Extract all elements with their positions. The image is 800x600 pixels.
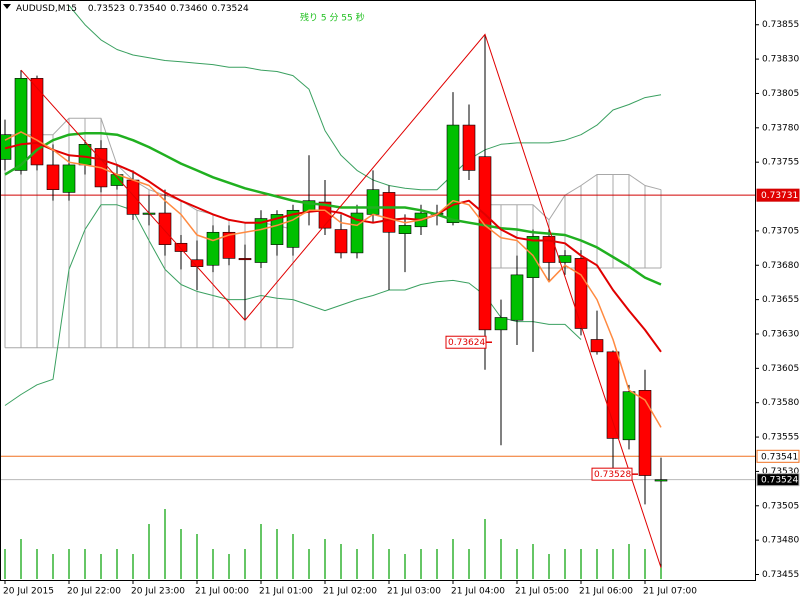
x-tick-label: 21 Jul 02:00	[323, 587, 377, 597]
x-tick-label: 21 Jul 03:00	[387, 587, 441, 597]
plot-frame	[0, 0, 756, 581]
x-tick-label: 21 Jul 01:00	[259, 587, 313, 597]
candle-body	[30, 78, 44, 166]
price-axis-box	[756, 188, 800, 202]
y-tick-label: 0.73780	[762, 123, 799, 133]
candle-body	[254, 218, 268, 263]
header: AUDUSD,M15 0.73523 0.73540 0.73460 0.73524	[16, 4, 249, 14]
candle-body	[462, 124, 476, 171]
candle-body	[398, 225, 412, 234]
price-label: 0.73624	[448, 338, 485, 348]
y-tick-label: 0.73680	[762, 261, 799, 271]
candle-body	[558, 255, 572, 263]
candle-body	[654, 479, 668, 482]
y-tick-label: 0.73705	[762, 226, 799, 236]
candle-body	[446, 124, 460, 223]
price-axis-label: 0.73524	[761, 476, 798, 486]
y-tick-label: 0.73630	[762, 329, 799, 339]
moving-average	[4, 141, 662, 353]
price-axis-box	[756, 449, 800, 463]
candle-body	[542, 236, 556, 263]
candle-body	[366, 189, 380, 215]
candle-body	[574, 258, 588, 329]
price-label: 0.73528	[594, 470, 631, 480]
x-tick-label: 21 Jul 07:00	[643, 587, 697, 597]
candle-body	[62, 164, 76, 193]
candle-body	[638, 390, 652, 476]
candle-body	[494, 317, 508, 331]
candle-body	[334, 229, 348, 254]
header-value: 0.73460	[170, 4, 207, 14]
y-tick-label: 0.73605	[762, 364, 799, 374]
y-tick-label: 0.73555	[762, 433, 799, 443]
candle-body	[78, 144, 92, 166]
zigzag	[20, 33, 662, 568]
candle-body	[510, 274, 524, 321]
candle-body	[238, 258, 252, 261]
plot-area: 0.73624 0.73528	[0, 5, 755, 579]
candle-body	[126, 179, 140, 215]
x-tick-label: 21 Jul 04:00	[451, 587, 505, 597]
symbol: AUDUSD,M15	[16, 4, 77, 14]
x-tick-label: 21 Jul 06:00	[579, 587, 633, 597]
candle-body	[590, 339, 604, 353]
moving-average	[4, 131, 662, 428]
x-tick-label: 21 Jul 00:00	[195, 587, 249, 597]
y-tick-label: 0.73455	[762, 570, 799, 580]
price-axis-label: 0.73541	[761, 452, 798, 462]
y-tick-label: 0.73580	[762, 398, 799, 408]
candle-body	[286, 209, 300, 248]
y-tick-label: 0.73480	[762, 536, 799, 546]
candle-body	[478, 156, 492, 331]
candle-body	[174, 242, 188, 252]
candle-body	[190, 259, 204, 267]
price-axis-label: 0.73731	[761, 191, 798, 201]
y-tick-label: 0.73855	[762, 20, 799, 30]
y-tick-label: 0.73505	[762, 501, 799, 511]
candle-body	[606, 351, 620, 439]
x-tick-label: 21 Jul 05:00	[515, 587, 569, 597]
candle-body	[622, 391, 636, 441]
y-tick-label: 0.73805	[762, 89, 799, 99]
x-tick-label: 20 Jul 23:00	[131, 587, 185, 597]
candle-body	[14, 78, 28, 171]
header-value: 0.73523	[88, 4, 125, 14]
x-tick-label: 20 Jul 22:00	[67, 587, 121, 597]
candle-body	[382, 192, 396, 233]
price-axis-box	[756, 473, 800, 487]
candle-body	[158, 212, 172, 245]
x-tick-label: 20 Jul 2015	[3, 587, 54, 597]
timer: 残り 5 分 55 秒	[300, 12, 365, 24]
moving-average	[4, 132, 662, 286]
candle-body	[206, 231, 220, 266]
header-value: 0.73524	[212, 4, 249, 14]
y-tick-label: 0.73530	[762, 467, 799, 477]
band-line	[68, 5, 662, 191]
y-tick-label: 0.73655	[762, 295, 799, 305]
y-tick-label: 0.73755	[762, 158, 799, 168]
header-value: 0.73540	[129, 4, 166, 14]
cloud-edge	[485, 174, 662, 221]
candle-body	[46, 164, 60, 190]
candle-body	[222, 231, 236, 259]
candle-body	[270, 214, 284, 245]
menu-arrow[interactable]	[3, 4, 11, 9]
y-tick-label: 0.73830	[762, 55, 799, 65]
